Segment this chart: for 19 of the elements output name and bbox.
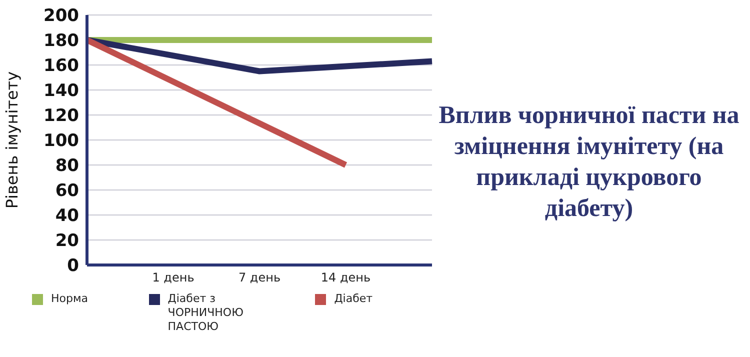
y-tick-label: 0 [67,256,80,276]
y-tick-label: 40 [55,206,80,226]
x-tick-label: 7 день [238,270,281,285]
y-tick-label: 80 [55,156,80,176]
y-tick-label: 100 [44,131,80,152]
legend-label: Діабет [334,292,373,306]
y-axis-title: Рівень імунітету [2,71,22,209]
legend-label: Норма [51,292,88,306]
y-tick-label: 180 [44,31,80,52]
y-tick-label: 140 [44,81,80,102]
text: Вплив чорничної пасти на зміцнення імунітету (на прикладі цукрового діабету) [438,101,740,224]
y-tick-label: 120 [44,106,80,126]
y-tick-label: 160 [44,56,80,76]
x-tick-label: 1 день [152,270,194,285]
y-tick-label: 20 [55,231,80,252]
legend-label: Діабет з ЧОРНИЧНОЮ ПАСТОЮ [168,292,244,334]
y-tick-label: 200 [44,6,80,26]
x-tick-label: 14 день [320,270,371,285]
y-tick-label: 60 [55,181,80,202]
